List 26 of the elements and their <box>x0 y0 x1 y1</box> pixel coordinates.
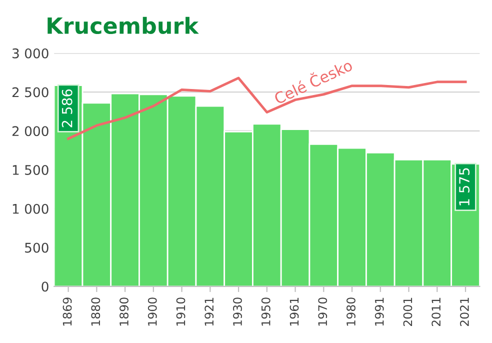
y-tick-label: 1 500 <box>12 165 48 175</box>
x-tick-label: 2021 <box>460 298 469 326</box>
chart-title: Krucemburk <box>48 16 199 34</box>
y-tick-label: 2 500 <box>12 87 48 98</box>
x-tick-label: 2001 <box>403 298 412 326</box>
data-label: 2 586 <box>62 89 72 128</box>
x-tick-label: 1930 <box>233 298 242 326</box>
x-tick-label: 1961 <box>290 298 299 326</box>
x-tick-label: 1950 <box>261 298 270 326</box>
y-tick-label: 0 <box>42 282 48 292</box>
x-tick-label: 1980 <box>346 298 356 326</box>
x-tick-label: 1900 <box>148 298 157 326</box>
y-tick-label: 3 000 <box>12 48 48 58</box>
x-tick-label: 1921 <box>204 298 214 326</box>
x-tick-label: 1970 <box>318 298 328 326</box>
x-tick-label: 1869 <box>62 298 72 326</box>
x-tick-label: 1890 <box>120 298 128 326</box>
x-tick-label: 1880 <box>91 298 100 326</box>
y-tick-label: 1 000 <box>12 204 48 214</box>
y-tick-label: 500 <box>25 242 48 253</box>
data-label: 1 575 <box>459 168 470 206</box>
x-tick-label: 2011 <box>432 298 441 326</box>
y-tick-label: 2 000 <box>12 126 48 136</box>
x-tick-label: 1910 <box>176 298 186 326</box>
x-tick-label: 1991 <box>374 298 384 326</box>
text: Celé Česko <box>272 56 354 105</box>
